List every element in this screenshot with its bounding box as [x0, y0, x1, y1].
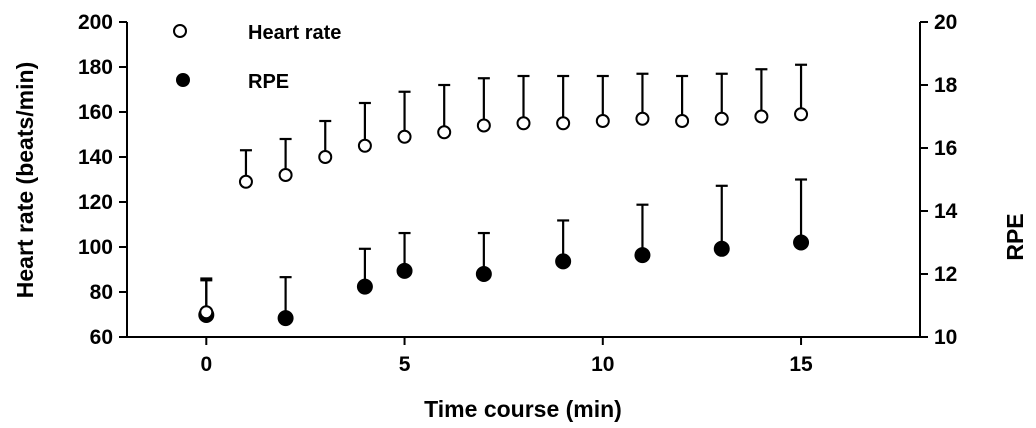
heart-rate-point: [199, 305, 214, 320]
y2-tick-label: 14: [934, 200, 958, 223]
rpe-point: [396, 262, 413, 279]
x-tick-label: 15: [789, 353, 813, 376]
y-tick-label: 180: [78, 56, 113, 79]
y2-axis-title: RPE: [1002, 213, 1028, 260]
y-axis-title: Heart rate (beats/min): [12, 62, 38, 298]
rpe-point: [713, 240, 730, 257]
chart-marks: [198, 63, 810, 327]
heart-rate-point: [754, 109, 769, 124]
y2-tick-label: 16: [934, 137, 957, 160]
y2-tick-label: 18: [934, 74, 958, 97]
heart-rate-point: [595, 114, 610, 128]
heart-rate-point: [794, 107, 809, 122]
heart-rate-point: [278, 168, 293, 182]
y-tick-label: 100: [78, 236, 113, 259]
x-tick-label: 10: [591, 353, 614, 376]
y2-tick-label: 10: [934, 326, 957, 349]
rpe-point: [793, 234, 810, 251]
rpe-point: [475, 266, 492, 282]
rpe-point: [277, 310, 294, 327]
y-tick-label: 80: [90, 281, 113, 304]
heart-rate-point: [238, 174, 253, 189]
heart-rate-point: [635, 111, 650, 126]
y-tick-label: 140: [78, 146, 113, 169]
y2-tick-label: 20: [934, 11, 957, 34]
legend-filled-circle-marker: [176, 73, 190, 87]
heart-rate-point: [516, 116, 531, 131]
legend-heart-rate: Heart rate: [248, 22, 341, 44]
heart-rate-point: [714, 111, 729, 126]
legend: Heart rate RPE: [173, 22, 341, 93]
x-axis-title: Time course (min): [424, 396, 622, 422]
rpe-point: [634, 247, 651, 264]
y-tick-label: 160: [78, 101, 113, 124]
x-tick-label: 0: [200, 353, 212, 376]
heart-rate-point: [397, 129, 412, 144]
legend-rpe: RPE: [248, 71, 289, 93]
heart-rate-point: [318, 150, 333, 164]
plot-frame: [126, 22, 921, 338]
y-tick-label: 200: [78, 11, 113, 34]
rpe-point: [356, 278, 373, 295]
heart-rate-point: [437, 125, 452, 140]
y2-tick-label: 12: [934, 263, 957, 286]
ticks: 0 5 10 15 60 80 100 120 140 160 180 200 10 12 14 16 18 20: [78, 11, 958, 376]
heart-rate-point: [675, 114, 690, 128]
x-tick-label: 5: [399, 353, 411, 376]
legend-open-circle-marker: [173, 24, 187, 38]
heart-rate-point: [556, 116, 571, 131]
y-tick-label: 60: [90, 326, 113, 349]
heart-rate-point: [357, 138, 372, 153]
rpe-point: [555, 253, 572, 270]
heart-rate-point: [476, 118, 491, 133]
y-tick-label: 120: [78, 191, 113, 214]
